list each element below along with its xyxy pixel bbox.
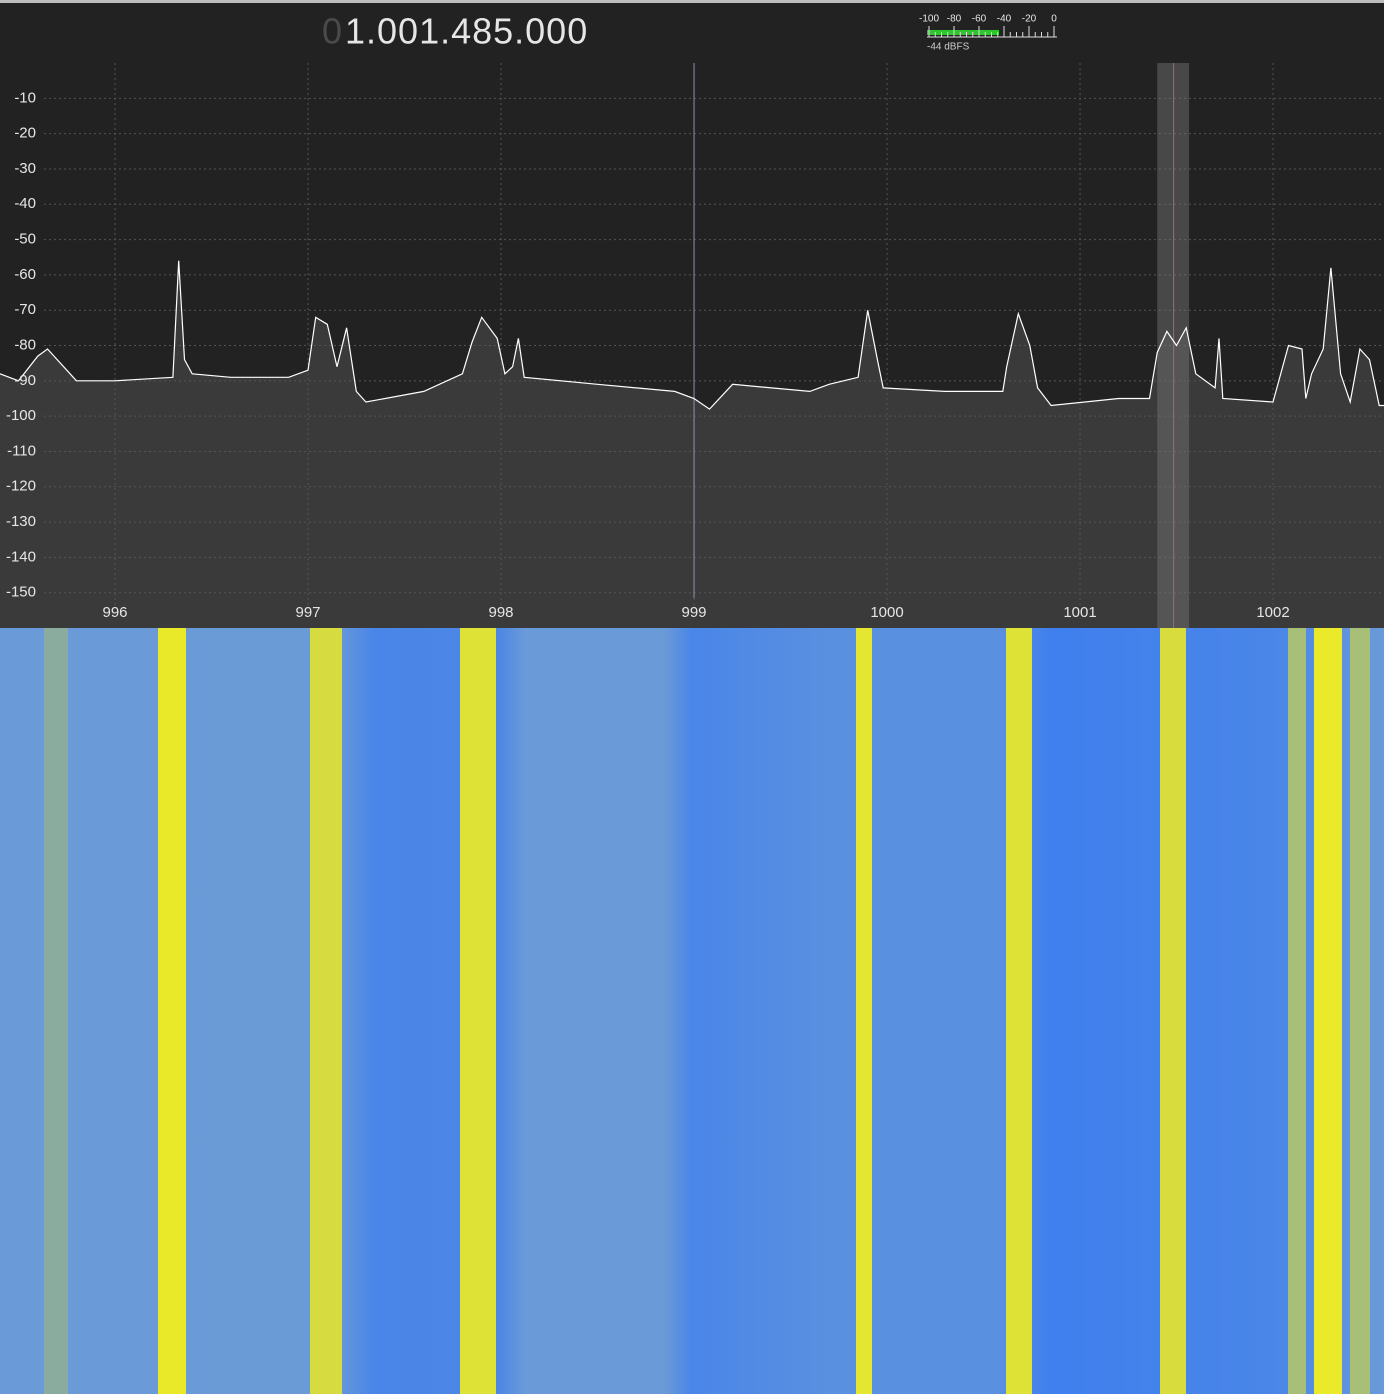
- x-tick-label: 996: [103, 604, 128, 621]
- waterfall-signal: [1350, 628, 1370, 1394]
- x-tick-label: 1002: [1256, 604, 1289, 621]
- waterfall: [0, 628, 1384, 1394]
- y-tick-label: -10: [14, 89, 36, 106]
- y-tick-label: -40: [14, 195, 36, 212]
- level-label: -44 dBFS: [927, 42, 970, 53]
- y-tick-label: -50: [14, 231, 36, 248]
- spectrum-trace: [0, 260, 1384, 410]
- x-tick-label: 998: [489, 604, 514, 621]
- meter-tick-label: 0: [1051, 14, 1057, 25]
- y-tick-label: -80: [14, 336, 36, 353]
- waterfall-signal: [1160, 628, 1186, 1394]
- waterfall-signal: [44, 628, 68, 1394]
- meter-tick-label: -100: [919, 14, 939, 25]
- y-tick-label: -150: [6, 584, 36, 601]
- y-tick-label: -110: [7, 442, 36, 459]
- meter-tick-label: -80: [947, 14, 962, 25]
- waterfall-signal: [310, 628, 342, 1394]
- y-tick-label: -60: [14, 266, 36, 283]
- y-tick-label: -100: [6, 407, 36, 424]
- y-tick-label: -140: [6, 548, 36, 565]
- waterfall-bg: [0, 628, 1384, 1394]
- y-tick-label: -20: [14, 125, 36, 142]
- waterfall-signal: [1006, 628, 1032, 1394]
- x-tick-label: 999: [682, 604, 707, 621]
- y-tick-label: -90: [14, 372, 36, 389]
- waterfall-signal: [856, 628, 872, 1394]
- y-tick-label: -130: [6, 513, 36, 530]
- window-border: [0, 0, 1384, 3]
- level-bar: [927, 30, 999, 35]
- y-tick-label: -30: [14, 160, 36, 177]
- x-tick-label: 1001: [1063, 604, 1096, 621]
- meter-tick-label: -40: [997, 14, 1012, 25]
- frequency-display[interactable]: 1.001.485.000: [345, 11, 588, 52]
- waterfall-signal: [1314, 628, 1342, 1394]
- meter-tick-label: -20: [1022, 14, 1037, 25]
- meter-tick-label: -60: [972, 14, 987, 25]
- waterfall-signal: [1288, 628, 1306, 1394]
- y-tick-label: -120: [6, 478, 36, 495]
- waterfall-signal: [158, 628, 186, 1394]
- x-tick-label: 997: [296, 604, 321, 621]
- waterfall-signal: [460, 628, 496, 1394]
- y-tick-label: -70: [14, 301, 36, 318]
- freq-leading-zero[interactable]: 0: [322, 11, 342, 52]
- spectrum-area: [0, 260, 1384, 628]
- x-tick-label: 1000: [870, 604, 903, 621]
